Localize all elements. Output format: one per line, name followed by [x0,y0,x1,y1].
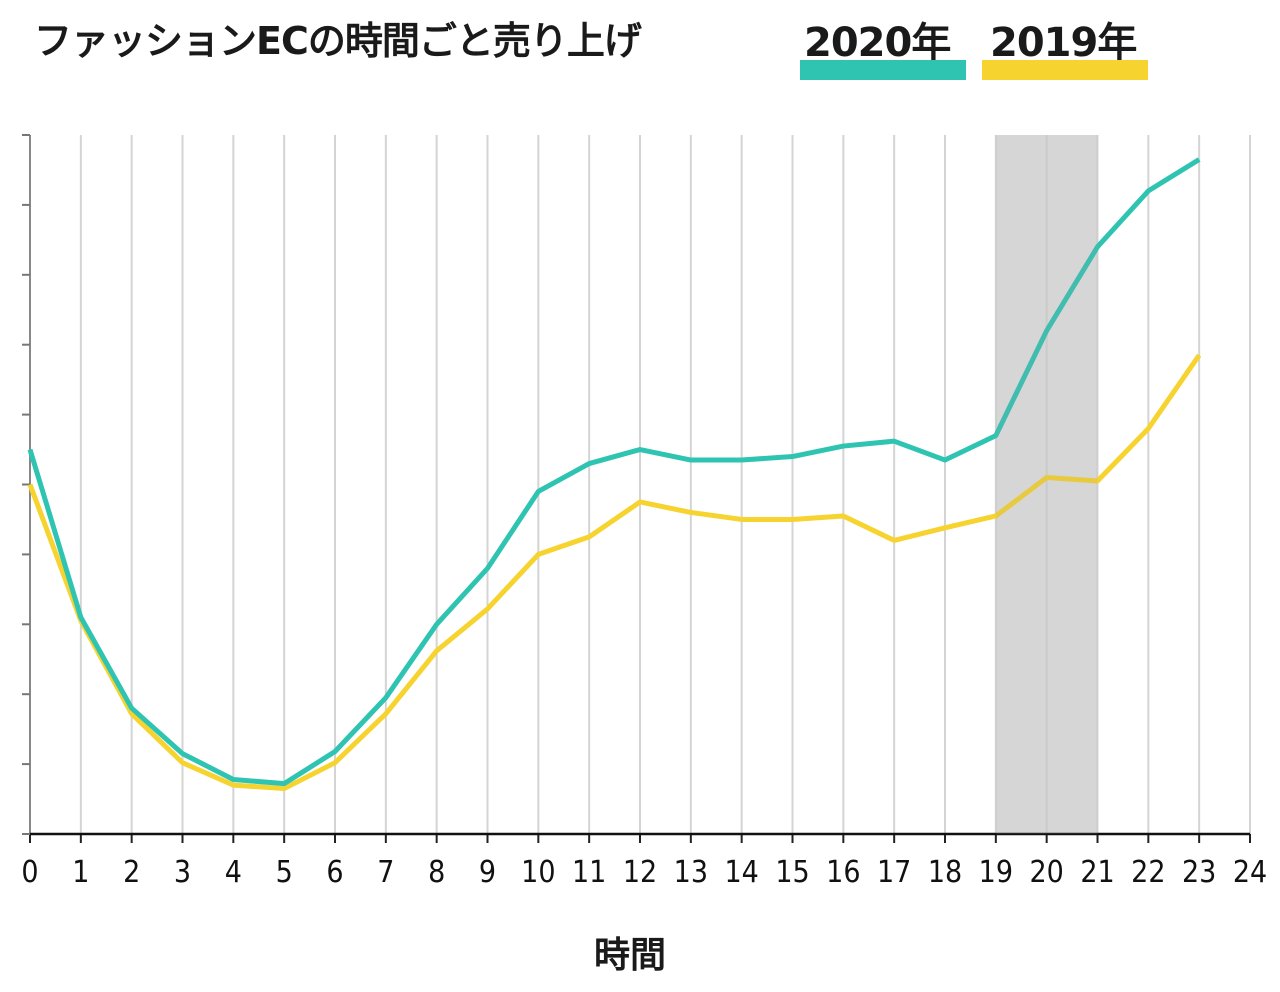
legend-swatch-2019 [982,60,1148,80]
x-tick-label-0: 0 [21,855,38,890]
x-tick-label-12: 12 [623,855,657,890]
x-tick-label-21: 21 [1080,855,1114,890]
x-tick-label-11: 11 [572,855,606,890]
x-axis-label: 時間 [593,935,666,976]
legend-swatch-2020 [800,60,966,80]
x-tick-label-24: 24 [1233,855,1267,890]
x-tick-label-18: 18 [928,855,962,890]
x-tick-label-10: 10 [521,855,555,890]
x-tick-label-22: 22 [1131,855,1165,890]
x-tick-label-20: 20 [1029,855,1063,890]
x-tick-label-5: 5 [276,855,293,890]
series-line-0 [27,157,1201,787]
x-tick-label-14: 14 [724,855,758,890]
legend-label-2020: 2020年 [804,20,951,66]
x-tick-label-19: 19 [979,855,1013,890]
x-tick-label-3: 3 [174,855,191,890]
x-tick-label-2: 2 [123,855,140,890]
x-tick-label-4: 4 [225,855,242,890]
chart-title: ファッションECの時間ごと売り上げ [34,19,642,63]
x-tick-label-7: 7 [377,855,394,890]
legend-item-2020: 2020年 [800,10,966,80]
x-tick-label-8: 8 [428,855,445,890]
legend-label-2019: 2019年 [990,20,1137,66]
series-line-1 [27,353,1202,792]
x-tick-label-15: 15 [775,855,809,890]
x-tick-label-9: 9 [479,855,496,890]
x-tick-label-17: 17 [877,855,911,890]
x-tick-label-23: 23 [1182,855,1216,890]
legend-item-2019: 2019年 [982,10,1148,80]
x-tick-label-6: 6 [326,855,343,890]
x-tick-label-13: 13 [674,855,708,890]
highlight-overlay [995,135,1098,834]
x-tick-label-16: 16 [826,855,860,890]
x-tick-label-1: 1 [72,855,89,890]
